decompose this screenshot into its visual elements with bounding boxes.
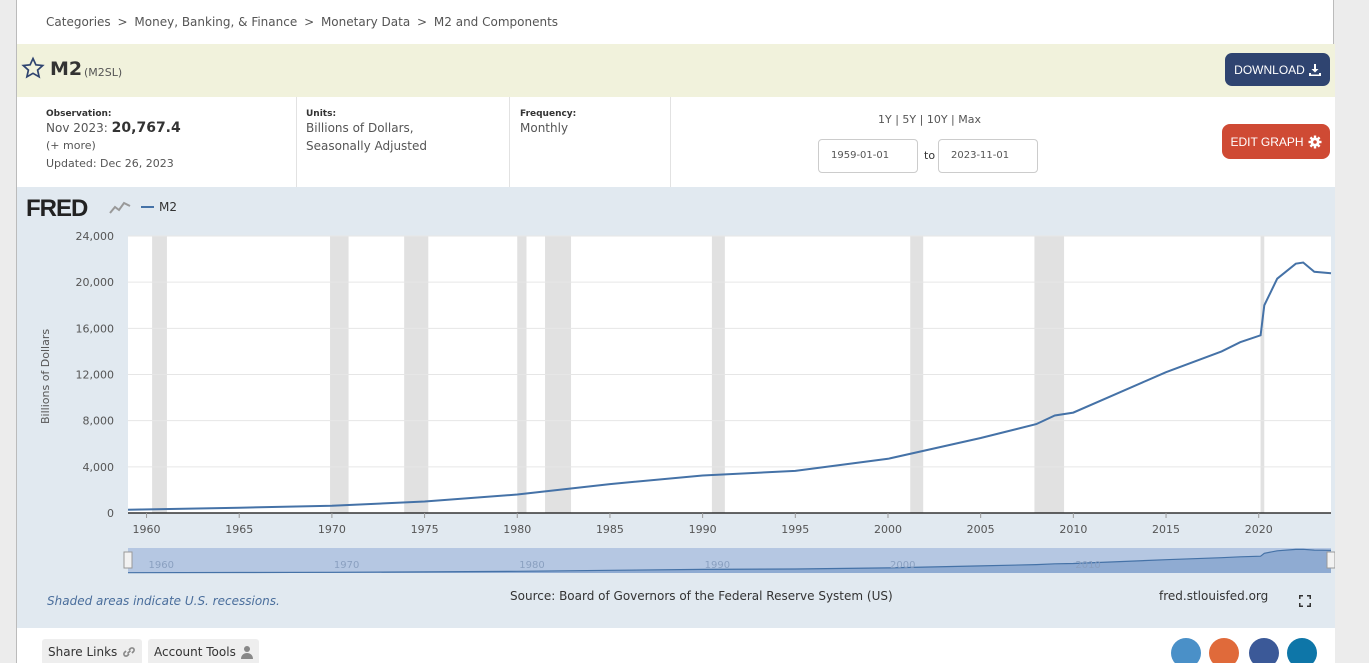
chart-area: FRED M2 Billions of Dollars 0 4,000 8,000 1… [17,187,1335,628]
legend-label: M2 [159,200,177,214]
series-metadata: Observation: Nov 2023: 20,767.4 (+ more)… [17,97,1335,187]
star-icon[interactable] [21,56,45,80]
page: Categories > Money, Banking, & Finance >… [16,0,1335,663]
legend: M2 [141,200,177,214]
chart-logo-icon [109,201,131,214]
range-links[interactable]: 1Y | 5Y | 10Y | Max [878,113,981,126]
start-date-input[interactable]: 1959-01-01 [818,139,918,173]
series-line-m2 [127,261,1332,511]
x-tick-label: 1985 [596,523,624,536]
frequency-value: Monthly [520,121,569,135]
observation-label: Observation: [46,109,112,119]
x-tick-label: 1995 [781,523,809,536]
x-tick-label: 1970 [318,523,346,536]
y-tick-label: 24,000 [76,230,115,243]
breadcrumb-monetary-data[interactable]: Monetary Data [320,15,411,29]
x-tick-label: 2005 [967,523,995,536]
units-label: Units: [306,109,337,119]
frequency-label: Frequency: [520,109,577,119]
navigator-tick-label: 1980 [519,560,544,571]
share-links-label: Share Links [48,645,118,659]
share-links-button[interactable]: Share Links [42,639,143,663]
breadcrumb-sep: > [417,15,428,29]
observation-block: Observation: Nov 2023: 20,767.4 (+ more)… [17,97,297,187]
y-tick-label: 12,000 [76,369,115,382]
bottom-toolbar: Share Links Account Tools [17,628,1335,663]
breadcrumb-sep: > [117,15,128,29]
chart[interactable]: 0 4,000 8,000 12,000 16,000 20,000 24,000 1960 1… [17,187,1335,587]
fullscreen-icon[interactable] [1299,595,1311,607]
to-label: to [924,149,936,162]
account-tools-label: Account Tools [154,645,236,659]
breadcrumb-m2-components[interactable]: M2 and Components [433,15,559,29]
y-tick-label: 8,000 [83,415,115,428]
breadcrumb-money-banking[interactable]: Money, Banking, & Finance [134,15,298,29]
download-label: DOWNLOAD [1234,62,1305,77]
legend-line [141,206,154,208]
observation-date: Nov 2023: [46,121,108,135]
fred-logo: FRED [26,195,88,222]
x-tick-label: 1975 [411,523,439,536]
facebook-icon[interactable] [1249,638,1279,663]
series-header: M2 (M2SL) DOWNLOAD [17,44,1335,97]
x-tick-label: 1990 [689,523,717,536]
twitter-icon[interactable] [1171,638,1201,663]
x-tick-label: 2015 [1152,523,1180,536]
navigator-handle[interactable] [123,551,133,569]
frequency-block: Frequency: Monthly [510,97,671,187]
navigator-tick-label: 2000 [890,560,915,571]
units-line-1: Billions of Dollars, [306,121,414,135]
user-icon [240,646,253,659]
recession-note: Shaded areas indicate U.S. recessions. [47,594,280,608]
download-icon [1308,63,1321,76]
x-tick-label: 1960 [133,523,161,536]
reddit-icon[interactable] [1209,638,1239,663]
gear-icon [1308,135,1322,148]
y-tick-label: 0 [107,507,114,520]
account-tools-button[interactable]: Account Tools [148,639,259,663]
download-button[interactable]: DOWNLOAD [1225,53,1330,86]
edit-graph-label: EDIT GRAPH [1230,134,1304,149]
navigator-tick-label: 2010 [1075,560,1100,571]
fred-url[interactable]: fred.stlouisfed.org [1159,589,1269,603]
x-tick-label: 2000 [874,523,902,536]
units-line-2: Seasonally Adjusted [306,139,428,153]
y-tick-label: 16,000 [76,322,115,335]
x-tick-label: 1980 [503,523,531,536]
units-block: Units: Billions of Dollars, Seasonally A… [297,97,510,187]
updated-date: Updated: Dec 26, 2023 [46,157,174,170]
navigator-tick-label: 1990 [705,560,730,571]
navigator-line [127,548,1332,574]
series-title: M2 [50,58,83,80]
link-icon [123,647,136,657]
x-tick-label: 1965 [225,523,253,536]
navigator-handle[interactable] [1326,551,1335,569]
x-tick-label: 2020 [1245,523,1273,536]
navigator-area [128,549,1331,573]
edit-graph-button[interactable]: EDIT GRAPH [1222,124,1330,159]
right-margin [1334,0,1369,663]
navigator-tick-label: 1960 [149,560,174,571]
linkedin-icon[interactable] [1287,638,1317,663]
x-tick-label: 2010 [1059,523,1087,536]
breadcrumb: Categories > Money, Banking, & Finance >… [46,15,561,29]
source-note: Source: Board of Governors of the Federa… [510,589,893,603]
left-margin [0,0,16,663]
observation-value: 20,767.4 [111,120,181,136]
breadcrumb-sep: > [304,15,315,29]
more-link[interactable]: (+ more) [46,139,96,152]
series-id: (M2SL) [84,66,123,79]
y-tick-label: 20,000 [76,276,115,289]
navigator-tick-label: 1970 [334,560,359,571]
y-tick-label: 4,000 [83,461,115,474]
end-date-input[interactable]: 2023-11-01 [938,139,1038,173]
breadcrumb-categories[interactable]: Categories [46,15,111,29]
